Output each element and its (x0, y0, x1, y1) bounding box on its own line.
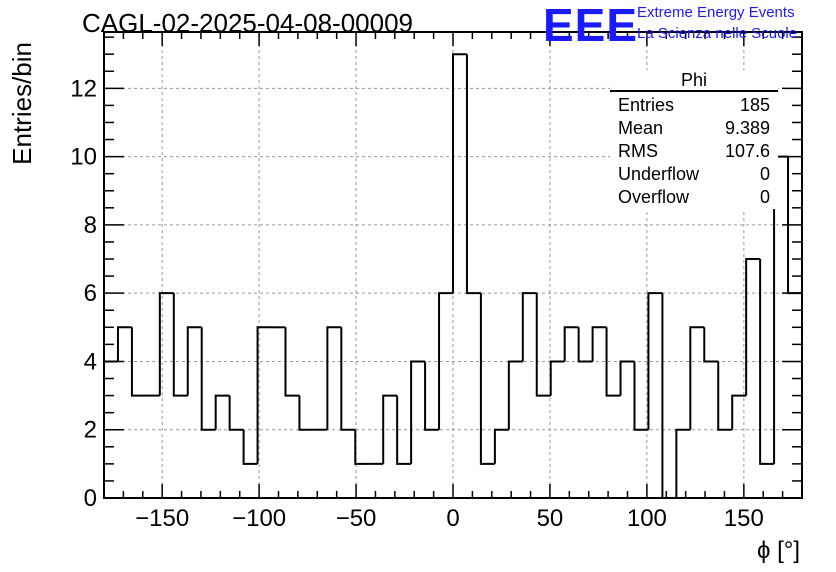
y-tick-label: 4 (84, 348, 97, 375)
histogram-bin (591, 326, 607, 362)
histogram-bin (228, 395, 244, 431)
histogram-bin (507, 360, 523, 430)
histogram-bin (535, 293, 551, 397)
logo-line-2: La Scienza nelle Scuole (637, 25, 798, 42)
histogram-bin (717, 361, 733, 431)
histogram-bin (354, 429, 370, 465)
stats-title: Phi (610, 70, 778, 92)
histogram-bin (493, 428, 509, 464)
y-tick-label: 6 (84, 280, 97, 307)
histogram-bin (745, 258, 761, 396)
histogram-bin (284, 327, 300, 397)
stats-row-overflow: Overflow 0 (610, 186, 778, 209)
histogram-bin (438, 292, 453, 430)
x-tick-label: −100 (232, 505, 286, 532)
histogram-bin (116, 326, 132, 362)
histogram-bin (200, 327, 216, 431)
stats-value: 185 (739, 95, 770, 115)
histogram-bin (410, 360, 426, 464)
histogram-bin (424, 361, 440, 431)
histogram-bin (759, 259, 775, 465)
x-tick-label: −50 (336, 505, 377, 532)
histogram-bin (340, 327, 356, 431)
stats-value: 9.389 (724, 118, 770, 138)
histogram-bin (158, 292, 174, 396)
histogram-bin (633, 361, 649, 431)
stats-label: Overflow (618, 187, 690, 207)
y-tick-label: 12 (70, 75, 97, 102)
stats-value: 0 (759, 164, 770, 184)
stats-label: Underflow (618, 164, 700, 184)
logo-line-1: Extreme Energy Events (637, 4, 795, 21)
x-tick-label: −150 (135, 505, 189, 532)
histogram-bin (619, 360, 635, 396)
histogram-bin (703, 327, 719, 363)
histogram-bin (298, 395, 314, 431)
histogram-bin (521, 292, 537, 362)
stats-row-entries: Entries 185 (610, 94, 778, 117)
stats-label: Entries (618, 95, 675, 115)
y-tick-label: 0 (84, 485, 97, 512)
histogram-bin (326, 326, 342, 430)
stats-row-rms: RMS 107.6 (610, 140, 778, 163)
stats-label: Mean (618, 118, 664, 138)
y-tick-label: 8 (84, 212, 97, 239)
chart-title: CAGL-02-2025-04-08-00009 (82, 8, 413, 38)
x-tick-label: 100 (627, 505, 667, 532)
stats-row-mean: Mean 9.389 (610, 117, 778, 140)
histogram-bin (186, 326, 202, 396)
histogram-bin (731, 394, 747, 430)
histogram-bin (689, 326, 705, 430)
histogram-bin (452, 53, 467, 294)
x-tick-label: 0 (446, 505, 459, 532)
x-axis-label: ϕ [°] (757, 537, 800, 564)
eee-logo: EEE (543, 0, 639, 51)
stats-row-underflow: Underflow 0 (610, 163, 778, 186)
y-tick-label: 2 (84, 417, 97, 444)
stats-value: 0 (759, 187, 770, 207)
stats-box: Phi Entries 185 Mean 9.389 RMS 107.6 Und… (610, 70, 778, 209)
histogram-bin (172, 293, 188, 397)
stats-label: RMS (618, 141, 658, 161)
histogram-bin (577, 327, 593, 363)
histogram-bin (563, 326, 579, 362)
histogram-bin (214, 394, 230, 430)
y-axis-label: Entries/bin (7, 42, 37, 165)
histogram-bin (661, 293, 677, 499)
histogram-bin (256, 326, 272, 464)
x-tick-label: 150 (724, 505, 764, 532)
histogram-bin (675, 428, 691, 498)
histogram-bin (130, 327, 146, 397)
histogram-bin (479, 293, 495, 465)
stats-value: 107.6 (724, 141, 770, 161)
histogram-bin (605, 327, 621, 397)
histogram-bin (549, 360, 565, 396)
histogram-bin (242, 429, 258, 465)
histogram-bin (465, 54, 481, 295)
histogram-bin (647, 292, 663, 430)
y-tick-label: 10 (70, 144, 97, 171)
x-tick-label: 50 (537, 505, 564, 532)
histogram-bin (382, 394, 398, 464)
histogram-bin (396, 395, 412, 465)
